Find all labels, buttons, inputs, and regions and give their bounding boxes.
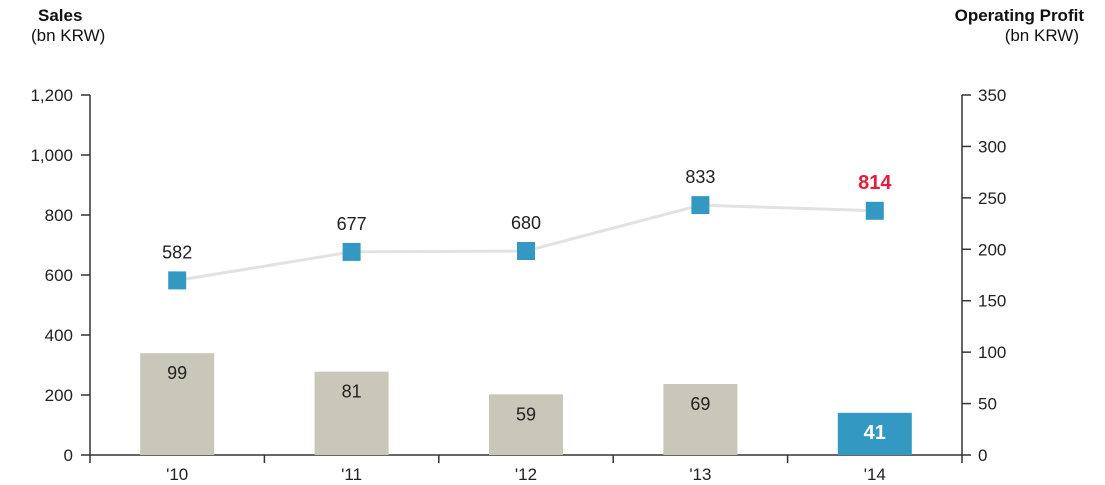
left-tick-label: 800 [45,206,73,225]
left-tick-label: 1,000 [30,146,73,165]
x-tick-label: '12 [515,465,537,484]
sales-marker [865,201,884,220]
left-tick-label: 1,200 [30,86,73,105]
operating-profit-title: Operating Profit [954,6,1084,25]
right-tick-label: 0 [978,446,987,465]
operating-profit-unit: (bn KRW) [1004,26,1079,45]
sales-marker [168,271,187,290]
bar [663,384,738,455]
bar [837,412,912,455]
sales-value-label: 833 [685,167,715,187]
left-axis-title: Sales (bn KRW) [31,6,105,46]
sales-marker [517,242,535,260]
sales-marker [342,242,361,261]
right-axis-title: Operating Profit (bn KRW) [955,6,1084,46]
sales-value-label: 677 [337,214,367,234]
left-tick-label: 600 [45,266,73,285]
bar [489,394,563,455]
bar-value-label: 99 [167,363,187,383]
left-tick-label: 0 [64,446,73,465]
right-tick-label: 300 [978,137,1006,156]
bar-value-label: 41 [864,422,886,444]
sales-value-label: 582 [162,242,192,262]
sales-value-label: 814 [858,172,892,194]
bar [140,353,215,455]
bar [314,371,389,455]
x-tick-label: '10 [166,465,188,484]
x-tick-label: '14 [864,465,886,484]
bar-value-label: 69 [690,394,710,414]
sales-marker [691,196,710,215]
right-tick-label: 350 [978,86,1006,105]
right-tick-label: 50 [978,395,997,414]
sales-unit: (bn KRW) [31,26,106,45]
right-tick-label: 150 [978,292,1006,311]
sales-title: Sales [38,6,83,25]
right-tick-label: 100 [978,343,1006,362]
x-tick-label: '11 [341,465,362,484]
left-tick-label: 400 [45,326,73,345]
bar-value-label: 59 [516,404,536,424]
x-tick-label: '13 [689,465,711,484]
bar-value-label: 81 [342,382,362,402]
right-tick-label: 250 [978,189,1006,208]
sales-value-label: 680 [511,213,541,233]
left-tick-label: 200 [45,386,73,405]
right-tick-label: 200 [978,240,1006,259]
